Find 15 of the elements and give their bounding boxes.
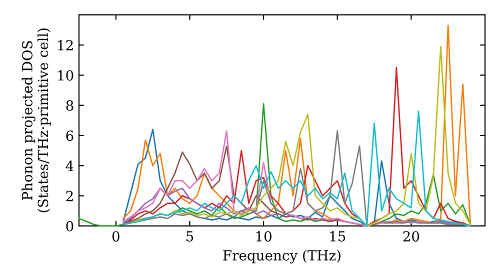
y-tick-label: 0 xyxy=(66,220,74,232)
x-tick-label: 5 xyxy=(186,231,194,242)
y-tick-label: 4 xyxy=(66,160,74,171)
line-series xyxy=(122,110,471,227)
y-tick-label: 10 xyxy=(58,70,74,81)
y-tick-label: 6 xyxy=(66,130,74,141)
y-tick-label: 8 xyxy=(66,100,74,111)
x-tick-label: 15 xyxy=(330,231,346,242)
x-tick-label: 20 xyxy=(403,231,420,242)
x-axis-title: Frequency (THz) xyxy=(223,250,340,264)
y-tick-label: 12 xyxy=(58,40,73,50)
x-tick-label: 0 xyxy=(112,231,120,242)
y-tick-label: 2 xyxy=(66,190,73,202)
y-axis-title: Phonon projected DOS (States/THz·primitive cell) xyxy=(22,28,51,212)
x-tick-label: 10 xyxy=(256,231,272,242)
